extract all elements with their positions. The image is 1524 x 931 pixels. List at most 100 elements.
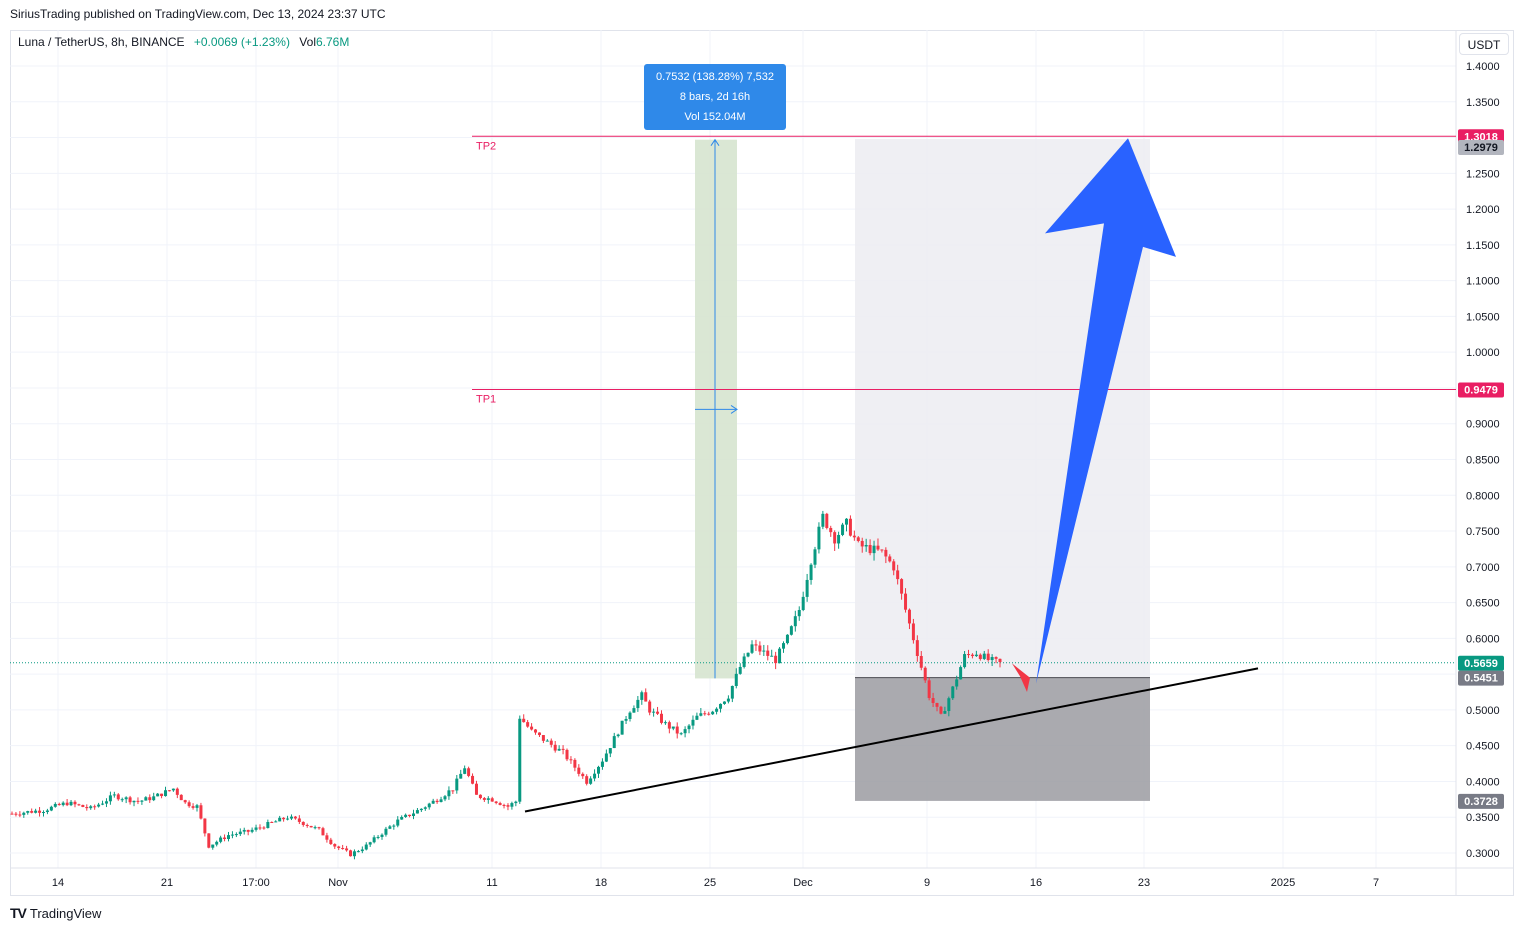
candle-body <box>628 712 632 719</box>
candle-body <box>778 648 782 664</box>
y-tick-label: 1.3500 <box>1466 97 1500 109</box>
y-tick-label: 1.2000 <box>1466 204 1500 216</box>
candle-body <box>742 656 746 667</box>
candle-body <box>880 549 884 551</box>
candle-body <box>923 667 927 681</box>
candle-body <box>392 825 396 827</box>
candle-body <box>994 657 998 659</box>
candle-body <box>112 794 116 796</box>
candle-body <box>640 692 644 700</box>
candle-body <box>872 545 876 554</box>
candle-body <box>604 753 608 762</box>
candle-body <box>907 609 911 624</box>
candle-body <box>738 666 742 674</box>
volume-value: 6.76M <box>315 35 350 49</box>
candle-body <box>101 803 105 805</box>
candle-body <box>282 817 286 820</box>
price-tag-text: 0.9479 <box>1464 384 1498 396</box>
tradingview-logo[interactable]: TV TradingView <box>10 905 101 921</box>
candle-body <box>974 654 978 657</box>
candle-body <box>380 834 384 837</box>
y-tick-label: 1.2500 <box>1466 168 1500 180</box>
candle-body <box>526 722 530 727</box>
candle-body <box>447 790 451 797</box>
candle-body <box>549 740 553 745</box>
candle-body <box>955 679 959 687</box>
candle-body <box>124 797 128 800</box>
candle-body <box>561 748 565 750</box>
candle-body <box>478 794 482 799</box>
price-tag-0.3728: 0.3728 <box>1458 793 1504 809</box>
candle-body <box>904 593 908 610</box>
candle-body <box>766 650 770 656</box>
candle-body <box>494 801 498 804</box>
candle-body <box>364 844 368 850</box>
price-tag-bg <box>1458 793 1504 809</box>
candle-body <box>286 818 290 820</box>
candle-body <box>620 720 624 735</box>
candle-body <box>600 761 604 767</box>
candle-body <box>663 722 667 724</box>
candle-body <box>258 827 262 829</box>
candle-body <box>675 726 679 734</box>
candle-body <box>345 848 349 851</box>
price-change: +0.0069 (+1.23%) <box>193 35 290 49</box>
blue-up-arrow[interactable] <box>1036 138 1176 684</box>
candle-body <box>53 803 57 807</box>
chart-pane[interactable] <box>10 30 1514 896</box>
candle-body <box>939 706 943 714</box>
x-tick-label: 14 <box>52 877 64 889</box>
measure-tooltip: 0.7532 (138.28%) 7,532 8 bars, 2d 16h Vo… <box>644 64 786 130</box>
time-axis[interactable]: 14 21 17:00 Nov 11 18 25 Dec 9 16 23 2025 7 <box>52 877 1379 889</box>
candle-body <box>624 718 628 721</box>
price-axis[interactable]: 1.4000 1.3500 1.2500 1.2000 1.1500 1.1000 1.05… <box>1466 61 1500 860</box>
candle-body <box>140 800 144 802</box>
candle-body <box>411 813 415 817</box>
candle-body <box>900 579 904 594</box>
candle-body <box>45 810 49 813</box>
candle-body <box>289 816 293 819</box>
candle-body <box>372 837 376 843</box>
candle-body <box>278 817 282 822</box>
candle-body <box>644 692 648 702</box>
candle-body <box>120 799 124 801</box>
candle-body <box>349 850 353 857</box>
candle-body <box>648 701 652 713</box>
red-down-arrow[interactable] <box>1012 663 1030 693</box>
symbol-title[interactable]: Luna / TetherUS, 8h, BINANCE <box>18 35 185 49</box>
trendline[interactable] <box>524 667 1259 813</box>
candle-body <box>144 797 148 801</box>
currency-button[interactable]: USDT <box>1459 33 1509 55</box>
candle-body <box>797 610 801 617</box>
published-line: SiriusTrading published on TradingView.c… <box>10 7 386 21</box>
candle-body <box>963 654 967 668</box>
price-tag-text: 0.3728 <box>1464 796 1498 808</box>
tp2-label: TP2 <box>476 140 496 152</box>
candle-body <box>474 783 478 795</box>
candle-body <box>175 788 179 795</box>
candle-body <box>238 831 242 835</box>
candle-body <box>577 767 581 774</box>
candle-body <box>896 570 900 580</box>
candle-body <box>726 698 730 702</box>
candle-body <box>242 829 246 832</box>
candle-body <box>41 812 45 814</box>
candle-body <box>57 803 61 806</box>
y-tick-label: 1.4000 <box>1466 61 1500 73</box>
price-tag-0.5451: 0.5451 <box>1458 670 1504 686</box>
candle-body <box>203 818 207 834</box>
candle-body <box>167 790 171 792</box>
candle-body <box>234 834 238 836</box>
candle-body <box>22 812 26 815</box>
candle-body <box>530 726 534 730</box>
candle-body <box>49 806 53 811</box>
y-tick-label: 1.0000 <box>1466 347 1500 359</box>
candle-body <box>325 835 329 840</box>
candle-body <box>585 776 589 784</box>
candle-body <box>667 722 671 729</box>
candle-body <box>597 766 601 774</box>
tp1-label: TP1 <box>476 393 496 405</box>
price-tag-bg <box>1458 382 1504 398</box>
candle-body <box>148 797 152 801</box>
